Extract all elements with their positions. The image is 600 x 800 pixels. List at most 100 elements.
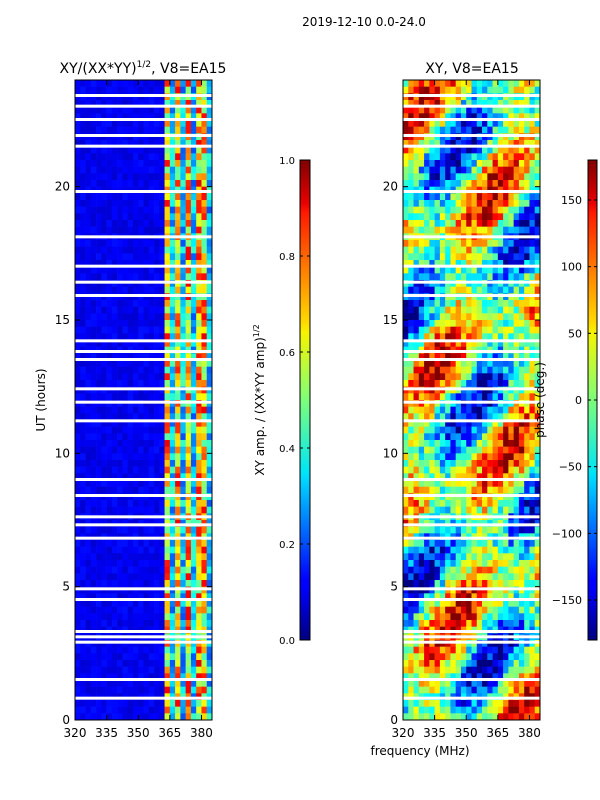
left-heatmap-cell	[196, 306, 202, 314]
right-heatmap-cell	[476, 173, 483, 181]
right-heatmap-cell	[408, 333, 414, 341]
right-heatmap-cell	[508, 180, 514, 187]
right-heatmap-cell	[460, 500, 467, 507]
right-heatmap-cell	[450, 286, 456, 294]
left-heatmap-cell	[143, 200, 150, 207]
left-heatmap-cell	[122, 653, 128, 661]
right-heatmap-cell	[434, 566, 441, 574]
left-heatmap-cell	[143, 540, 150, 547]
left-heatmap-cell	[169, 600, 176, 607]
left-heatmap-cell	[185, 253, 192, 261]
left-heatmap-cell	[90, 80, 97, 87]
left-heatmap-cell	[111, 600, 118, 607]
left-heatmap-cell	[111, 613, 118, 621]
left-heatmap-cell	[148, 446, 155, 454]
right-heatmap-cell	[529, 680, 536, 687]
right-heatmap-cell	[466, 200, 472, 207]
left-heatmap-cell	[185, 173, 192, 181]
right-heatmap-cell	[492, 413, 499, 421]
left-heatmap-cell	[159, 333, 165, 341]
left-heatmap-cell	[75, 486, 81, 494]
left-heatmap-cell	[132, 166, 139, 174]
left-heatmap-cell	[127, 480, 134, 487]
right-heatmap-cell	[524, 226, 530, 234]
right-heatmap-cell	[513, 260, 520, 267]
right-heatmap-cell	[413, 246, 420, 254]
right-heatmap-cell	[497, 480, 504, 487]
right-heatmap-cell	[503, 413, 509, 421]
left-heatmap-cell	[154, 80, 160, 87]
left-heatmap-cell	[169, 613, 176, 621]
left-flagged-row	[75, 494, 212, 497]
left-heatmap-cell	[164, 440, 171, 447]
right-heatmap-cell	[518, 360, 525, 367]
left-heatmap-cell	[201, 260, 208, 267]
right-heatmap-cell	[439, 500, 446, 507]
right-heatmap-cell	[534, 273, 540, 281]
right-heatmap-cell	[524, 120, 530, 127]
left-heatmap-cell	[180, 166, 186, 174]
right-heatmap-cell	[508, 686, 514, 694]
left-heatmap-cell	[127, 273, 134, 281]
left-heatmap-cell	[127, 393, 134, 401]
left-heatmap-cell	[196, 313, 202, 321]
left-heatmap-cell	[196, 433, 202, 441]
left-heatmap-cell	[169, 420, 176, 427]
right-heatmap-cell	[497, 226, 504, 234]
right-heatmap-cell	[471, 326, 478, 334]
right-heatmap-cell	[534, 266, 540, 274]
left-heatmap-cell	[190, 353, 197, 361]
left-heatmap-cell	[154, 246, 160, 254]
left-heatmap-cell	[138, 273, 144, 281]
left-heatmap-cell	[75, 553, 81, 561]
left-heatmap-cell	[159, 306, 165, 314]
right-heatmap-cell	[529, 333, 536, 341]
left-heatmap-cell	[138, 380, 144, 387]
left-heatmap-cell	[175, 646, 181, 654]
right-heatmap-cell	[476, 200, 483, 207]
left-heatmap-cell	[148, 140, 155, 147]
right-heatmap-cell	[513, 180, 520, 187]
left-heatmap-cell	[196, 193, 202, 201]
right-heatmap-cell	[518, 486, 525, 494]
right-heatmap-cell	[413, 273, 420, 281]
left-heatmap-cell	[85, 526, 92, 534]
right-heatmap-cell	[471, 486, 478, 494]
left-heatmap-cell	[159, 646, 165, 654]
left-heatmap-cell	[206, 653, 212, 661]
right-heatmap-cell	[529, 353, 536, 361]
right-heatmap-cell	[487, 226, 493, 234]
left-heatmap-cell	[143, 153, 150, 161]
left-heatmap-cell	[185, 166, 192, 174]
left-heatmap-cell	[206, 433, 212, 441]
right-heatmap-cell	[466, 153, 472, 161]
left-heatmap-cell	[164, 246, 171, 254]
left-flagged-row	[75, 400, 212, 404]
left-heatmap-cell	[175, 100, 181, 107]
right-heatmap-cell	[487, 206, 493, 214]
left-heatmap-cell	[75, 166, 81, 174]
left-heatmap-cell	[201, 433, 208, 441]
right-heatmap-cell	[476, 646, 483, 654]
left-heatmap-cell	[101, 620, 107, 627]
right-heatmap-cell	[482, 480, 488, 487]
right-heatmap-cell	[408, 226, 414, 234]
left-heatmap-cell	[169, 353, 176, 361]
right-heatmap-cell	[524, 393, 530, 401]
right-heatmap-cell	[503, 180, 509, 187]
left-heatmap-cell	[164, 613, 171, 621]
left-heatmap-cell	[159, 566, 165, 574]
right-heatmap-cell	[482, 433, 488, 441]
right-heatmap-cell	[497, 253, 504, 261]
left-heatmap-cell	[196, 560, 202, 567]
left-heatmap-cell	[111, 406, 118, 414]
left-heatmap-cell	[111, 140, 118, 147]
right-heatmap-cell	[450, 333, 456, 341]
left-heatmap-cell	[90, 480, 97, 487]
left-heatmap-cell	[196, 660, 202, 667]
left-heatmap-cell	[75, 666, 81, 674]
right-heatmap-cell	[497, 120, 504, 127]
right-heatmap-cell	[418, 540, 425, 547]
left-heatmap-cell	[101, 180, 107, 187]
left-flagged-row	[75, 678, 212, 681]
